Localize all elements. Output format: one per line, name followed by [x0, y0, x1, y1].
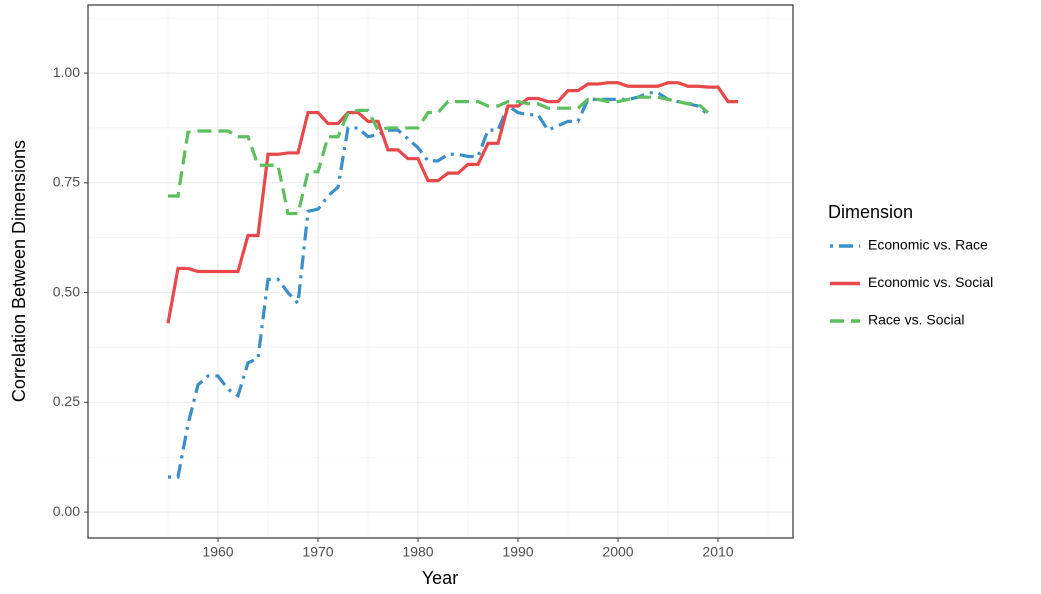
x-tick-label: 2000: [602, 544, 633, 560]
x-tick-label: 1990: [502, 544, 533, 560]
y-tick-label: 0.50: [53, 283, 80, 299]
x-tick-label: 1960: [202, 544, 233, 560]
x-tick-label: 1970: [302, 544, 333, 560]
x-tick-label: 2010: [702, 544, 733, 560]
line-series: [168, 95, 710, 216]
legend-label: Race vs. Social: [868, 312, 964, 328]
line-series: [168, 91, 710, 479]
legend-title: Dimension: [828, 202, 913, 222]
legend-label: Economic vs. Race: [868, 237, 988, 253]
y-tick-label: 1.00: [53, 64, 80, 80]
y-tick-label: 0.25: [53, 393, 80, 409]
y-axis-title: Correlation Between Dimensions: [9, 140, 29, 402]
panel-border: [87, 4, 794, 539]
x-tick-label: 1980: [402, 544, 433, 560]
line-series: [166, 81, 738, 324]
x-axis-title: Year: [422, 568, 458, 588]
legend-label: Economic vs. Social: [868, 274, 993, 290]
y-tick-label: 0.75: [53, 174, 80, 190]
y-tick-label: 0.00: [53, 503, 80, 519]
